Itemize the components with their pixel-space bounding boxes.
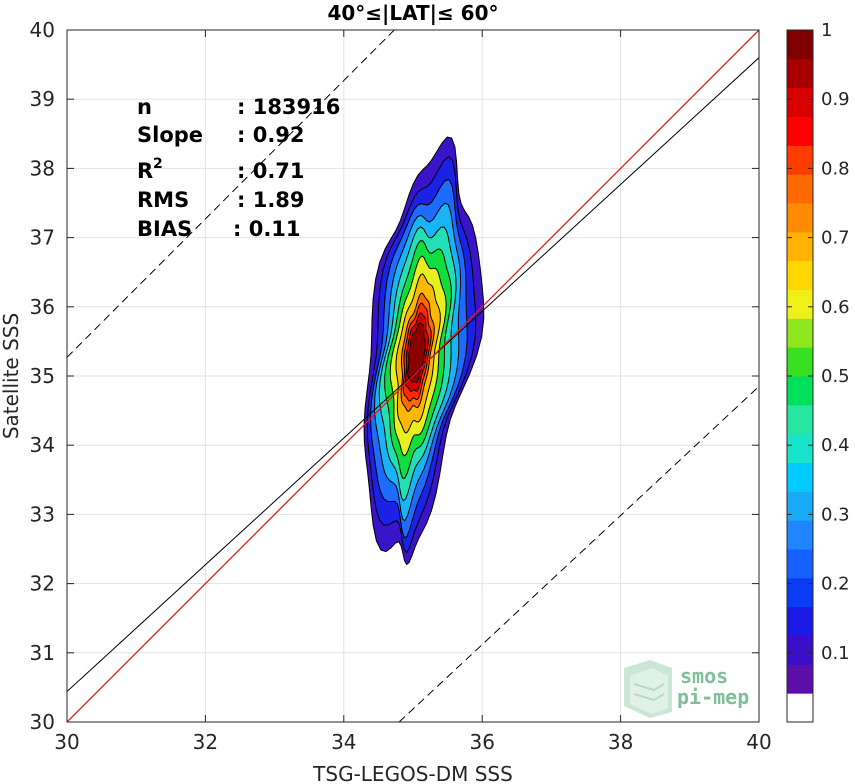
colorbar-swatch (787, 549, 813, 579)
stat-value-n: : 183916 (237, 95, 340, 119)
colorbar-tick-label: 0.3 (821, 504, 850, 525)
axis-ticks: 30 32 34 36 38 40 30 31 32 33 34 35 36 37 38 39 40 (30, 18, 772, 754)
colorbar-swatch (787, 174, 813, 204)
stat-value-rms: : 1.89 (237, 188, 305, 212)
colorbar: 0.1 0.2 0.3 0.4 0.5 0.6 0.7 0.8 0.9 1 (786, 20, 850, 723)
colorbar-swatch (787, 606, 813, 636)
identity-line (67, 30, 759, 722)
colorbar-swatch (787, 87, 813, 117)
logo-mark-icon (624, 660, 672, 718)
stat-label-slope: Slope (137, 123, 203, 147)
logo-text-line1: smos (680, 664, 728, 688)
logo-text-line2: pi-mep (677, 685, 749, 709)
y-tick-label: 38 (30, 156, 55, 180)
colorbar-swatch (787, 376, 813, 406)
smos-pimep-logo: smos pi-mep (624, 660, 749, 718)
y-tick-label: 40 (30, 18, 55, 42)
y-axis-label: Satellite SSS (0, 313, 23, 439)
colorbar-swatch (787, 404, 813, 435)
statistics-box: n : 183916 Slope : 0.92 R 2 : 0.71 RMS : 1.89 BIA… (137, 95, 340, 241)
x-tick-label: 36 (469, 730, 494, 754)
colorbar-swatch (787, 289, 813, 319)
y-tick-label: 30 (30, 710, 55, 734)
stat-value-slope: : 0.92 (237, 123, 305, 147)
colorbar-swatch (787, 635, 813, 665)
chart-title: 40°≤|LAT|≤ 60° (327, 1, 498, 25)
colorbar-swatch (787, 30, 813, 60)
colorbar-swatch (787, 577, 813, 608)
colorbar-swatch (787, 203, 813, 233)
lower-bound-dashed-line (398, 386, 759, 722)
stat-superscript: 2 (153, 156, 163, 172)
stat-label-n: n (137, 95, 152, 119)
y-tick-label: 36 (30, 295, 55, 319)
colorbar-tick-label: 1 (821, 20, 832, 41)
colorbar-tick-label: 0.1 (821, 643, 850, 664)
colorbar-swatch (787, 260, 813, 290)
colorbar-tick-label: 0.6 (821, 297, 850, 318)
colorbar-tick-label: 0.8 (821, 158, 850, 179)
colorbar-tick-label: 0.5 (821, 366, 850, 387)
x-tick-label: 38 (608, 730, 633, 754)
y-tick-label: 39 (30, 87, 55, 111)
stat-label-r: R (137, 159, 153, 183)
upper-bound-dashed-line (67, 30, 396, 358)
reference-lines (67, 30, 759, 722)
stat-label-rms: RMS (137, 188, 189, 212)
density-contours (363, 136, 485, 566)
colorbar-tick-label: 0.9 (821, 89, 850, 110)
x-tick-label: 30 (54, 730, 79, 754)
stat-value-bias: : 0.11 (233, 217, 301, 241)
colorbar-swatch (787, 433, 813, 463)
y-tick-label: 31 (30, 641, 55, 665)
colorbar-swatch (787, 58, 813, 89)
colorbar-tick-label: 0.4 (821, 435, 850, 456)
colorbar-swatch (787, 116, 813, 146)
colorbar-tick-label: 0.7 (821, 228, 850, 249)
colorbar-swatch (787, 231, 813, 262)
regression-line (67, 57, 759, 692)
y-tick-label: 35 (30, 364, 55, 388)
y-tick-label: 37 (30, 226, 55, 250)
colorbar-swatch (787, 347, 813, 377)
stat-value-r: : 0.71 (237, 159, 305, 183)
colorbar-swatch (787, 145, 813, 175)
stat-label-bias: BIAS (137, 217, 192, 241)
x-tick-label: 40 (746, 730, 771, 754)
colorbar-swatch (787, 520, 813, 550)
x-tick-label: 34 (331, 730, 356, 754)
colorbar-tick-label: 0.2 (821, 574, 850, 595)
colorbar-swatch (787, 664, 813, 694)
colorbar-swatch (787, 693, 813, 723)
y-tick-label: 33 (30, 502, 55, 526)
x-axis-label: TSG-LEGOS-DM SSS (312, 762, 513, 784)
colorbar-swatch (787, 462, 813, 492)
colorbar-swatch (787, 491, 813, 521)
y-tick-label: 32 (30, 572, 55, 596)
colorbar-swatch (787, 318, 813, 348)
x-tick-label: 32 (193, 730, 218, 754)
y-tick-label: 34 (30, 433, 55, 457)
